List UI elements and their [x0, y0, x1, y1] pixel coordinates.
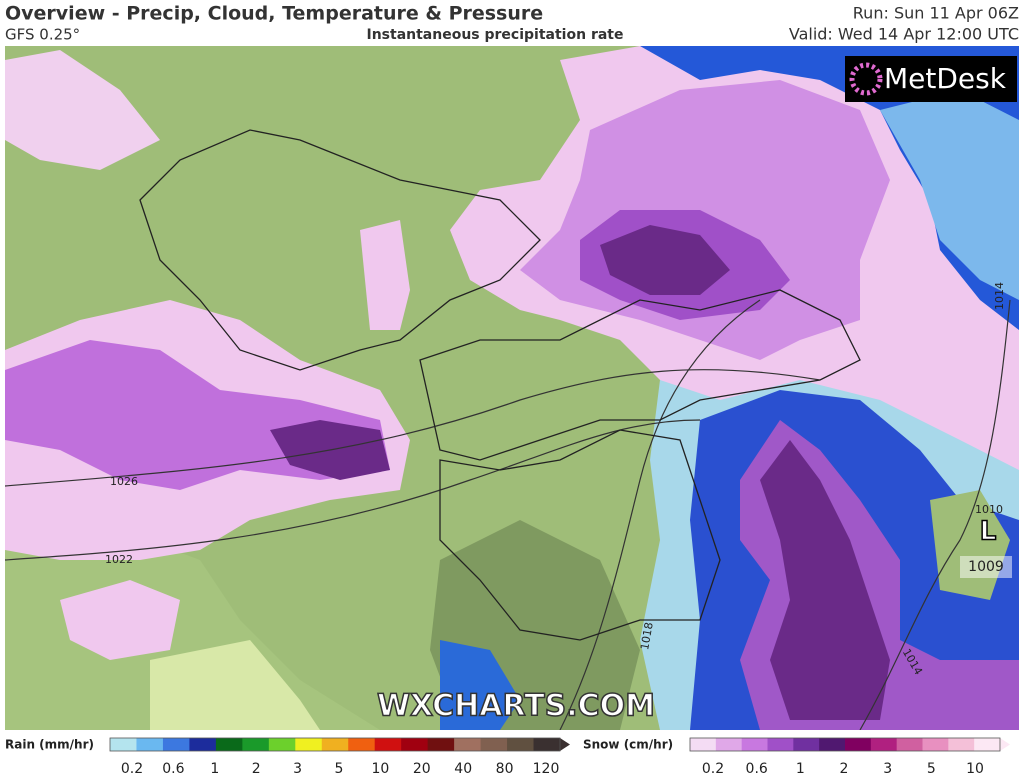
legend-swatch: [374, 738, 402, 751]
title: Overview - Precip, Cloud, Temperature & …: [5, 3, 543, 25]
light-snow: [360, 220, 410, 330]
map: 1022 1026 1018 1014 1014 1010 L 1009 Met…: [5, 46, 1019, 730]
light-snow: [60, 580, 180, 660]
legend-swatch: [793, 738, 820, 751]
legend-label: 0.2: [121, 761, 143, 777]
legend-label: 10: [371, 761, 389, 777]
legend-label: 0.6: [746, 761, 768, 777]
legend-label: 10: [966, 761, 984, 777]
legend-label: 0.6: [162, 761, 184, 777]
model: GFS 0.25°: [5, 26, 80, 44]
legend-label: 80: [496, 761, 514, 777]
brand: MetDesk: [884, 62, 1007, 95]
legend-swatch: [870, 738, 898, 751]
legend-swatch: [948, 738, 975, 751]
rain: [440, 640, 520, 730]
heavy-snow: [600, 225, 730, 295]
isobar-label: 1026: [110, 475, 138, 488]
isobar: [559, 299, 761, 730]
country-border: [419, 289, 861, 461]
land: [5, 520, 380, 730]
legend-label: 5: [927, 761, 936, 777]
valid-time: Valid: Wed 14 Apr 12:00 UTC: [789, 25, 1019, 44]
legend-swatch: [845, 738, 872, 751]
isobar-label: 1022: [105, 553, 133, 566]
brand-box: [845, 56, 1017, 102]
pressure-box: [960, 556, 1012, 578]
light-snow: [5, 50, 160, 170]
legend-swatch: [348, 738, 376, 751]
legend-swatch: [295, 738, 323, 751]
legend-label: 2: [252, 761, 261, 777]
subtitle: Instantaneous precipitation rate: [367, 27, 624, 43]
isobar-label: 1010: [975, 503, 1003, 516]
legend-swatch: [136, 738, 164, 751]
isobar: [859, 299, 1011, 730]
legend-swatch: [767, 738, 794, 751]
run-time: Run: Sun 11 Apr 06Z: [853, 4, 1019, 23]
legend-swatch: [427, 738, 455, 751]
legend-label: 0.2: [702, 761, 724, 777]
legend-swatch: [215, 738, 243, 751]
country-border: [139, 129, 541, 371]
brand-logo: [849, 62, 883, 96]
legend-swatch: [454, 738, 482, 751]
legend-swatch: [507, 738, 535, 751]
isobar: [5, 369, 821, 487]
isobar-label: 1014: [993, 282, 1006, 310]
legend-swatch: [268, 738, 296, 751]
legend-label: 2: [840, 761, 849, 777]
legend-swatch: [189, 738, 217, 751]
legend-swatch: [162, 738, 190, 751]
legend-swatch: [922, 738, 949, 751]
legend-swatch: [242, 738, 270, 751]
legend-swatch: [401, 738, 429, 751]
legend-label: 20: [413, 761, 431, 777]
legend-swatch: [896, 738, 923, 751]
legend-arrow: [1000, 738, 1010, 751]
legend-swatch: [974, 738, 1001, 751]
snow-legend-title: Snow (cm/hr): [583, 738, 673, 752]
legend-label: 1: [210, 761, 219, 777]
legend-swatch: [690, 738, 717, 751]
legend-swatch: [741, 738, 768, 751]
heavy-snow: [760, 440, 890, 720]
watermark: WXCHARTS.COM: [377, 689, 655, 724]
legend-label: 120: [533, 761, 560, 777]
legend-swatch: [715, 738, 743, 751]
legend-frame: [689, 737, 1001, 752]
legend: Rain (mm/hr) Snow (cm/hr) 0.2 0.6 1 2 3 5 10 20…: [5, 737, 1010, 777]
legend-swatch: [110, 738, 137, 751]
legend-swatch: [819, 738, 846, 751]
rain: [880, 90, 1019, 300]
legend-swatch: [480, 738, 508, 751]
country-border: [439, 429, 721, 641]
legend-label: 3: [883, 761, 892, 777]
coast: [150, 640, 320, 730]
legend-label: 40: [454, 761, 472, 777]
legend-label: 3: [293, 761, 302, 777]
legend-label: 1: [796, 761, 805, 777]
low-pressure: 1009: [968, 559, 1004, 575]
legend-swatch: [321, 738, 349, 751]
legend-swatch: [533, 738, 561, 751]
legend-arrow: [560, 738, 570, 751]
legend-label: 5: [335, 761, 344, 777]
isobar: [5, 419, 701, 561]
rain-legend-title: Rain (mm/hr): [5, 738, 94, 752]
low-symbol: L: [980, 517, 997, 547]
isobar-label: 1018: [638, 621, 656, 651]
legend-frame: [109, 737, 561, 752]
